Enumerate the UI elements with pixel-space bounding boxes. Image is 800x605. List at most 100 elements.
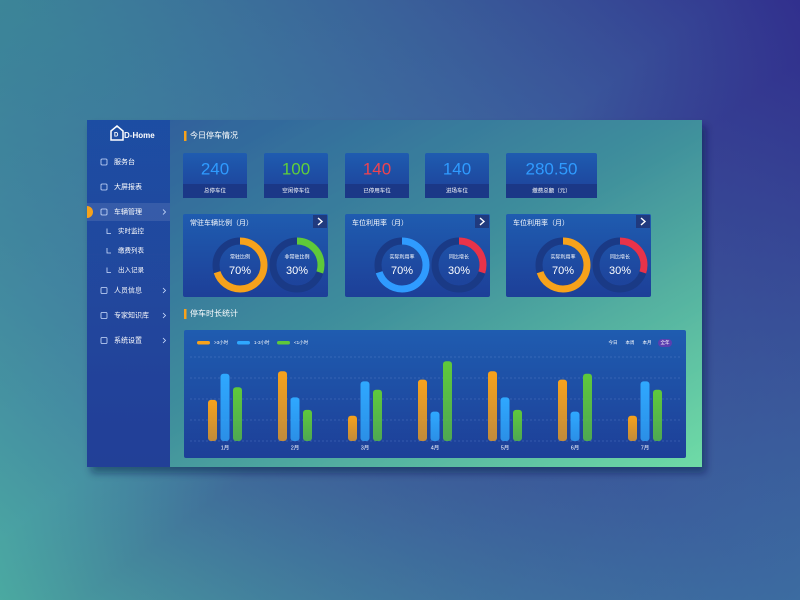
section-title: 今日停车情况 [190, 130, 238, 140]
ring-label: 同比增长 [449, 253, 469, 260]
ring-value: 30% [609, 265, 631, 277]
menu-item[interactable]: 人员信息 [114, 285, 142, 294]
chevron [162, 209, 167, 215]
stat-label-band [345, 184, 409, 198]
stat-label-band [183, 184, 247, 198]
legend-swatch [237, 341, 250, 345]
ring-value: 70% [229, 265, 251, 277]
bar [208, 399, 217, 441]
x-tick-label: 1月 [221, 444, 230, 451]
menu-icon [100, 183, 108, 191]
menu-icon [100, 337, 108, 344]
bar [348, 415, 357, 441]
bar [430, 411, 440, 441]
stat-value: 100 [282, 159, 310, 178]
legend-label: <1小时 [294, 339, 309, 346]
period-tab-active [658, 339, 672, 347]
stat-label: 缴费总额（元） [532, 186, 571, 194]
panel-arrow [317, 217, 324, 226]
ring-arc [592, 237, 648, 293]
bar [290, 397, 300, 441]
ring-value: 70% [552, 265, 574, 277]
x-tick-label: 2月 [291, 444, 300, 451]
menu-icon [100, 158, 108, 166]
menu-item[interactable]: 服务台 [114, 157, 135, 166]
menu-active-bg [87, 203, 170, 221]
legend-label: 1-3小时 [254, 339, 270, 346]
panel-arrow [640, 217, 647, 226]
menu-item[interactable]: 车辆管理 [114, 207, 142, 216]
x-tick-label: 4月 [431, 444, 440, 451]
bar [558, 379, 567, 441]
period-tab[interactable]: 本月 [643, 339, 652, 346]
menu-active-marker [87, 206, 93, 218]
period-tab[interactable]: 本周 [626, 339, 635, 346]
ratio-panel-title: 车位利用率（月） [352, 218, 408, 227]
ring-label: 同比增长 [610, 253, 630, 260]
x-tick-label: 3月 [361, 444, 370, 451]
stat-label-band [425, 184, 489, 198]
submenu-item[interactable]: 出入记录 [118, 265, 145, 274]
menu-item[interactable]: 专家知识库 [114, 310, 149, 319]
ring-arc [535, 237, 591, 293]
section-marker [184, 131, 187, 141]
ring-value: 30% [286, 265, 308, 277]
legend-swatch [197, 341, 210, 345]
ratio-panel-title: 常驻车辆比例（月） [190, 218, 253, 227]
bar [500, 397, 510, 441]
period-tab[interactable]: 全年 [661, 339, 670, 346]
submenu-icon [106, 228, 111, 234]
bar [220, 373, 230, 441]
logo: D-Home [124, 131, 155, 140]
stat-value: 140 [363, 159, 391, 178]
x-tick-label: 6月 [571, 444, 580, 451]
chevron [162, 287, 167, 294]
period-tab[interactable]: 今日 [609, 339, 618, 346]
x-tick-label: 7月 [641, 444, 650, 451]
ring-label: 常驻比例 [230, 253, 250, 260]
stat-label: 已停用车位 [363, 186, 391, 194]
logo-icon-letter: D [114, 133, 119, 139]
ring-arc [431, 237, 487, 293]
menu-item[interactable]: 大屏报表 [114, 182, 142, 191]
sidebar [87, 120, 170, 467]
stat-value: 240 [201, 159, 229, 178]
ring-value: 70% [391, 265, 413, 277]
ring-label: 实际利用率 [389, 253, 414, 260]
menu-item[interactable]: 系统设置 [114, 335, 142, 344]
bar [513, 409, 522, 441]
stat-label: 总停车位 [204, 186, 227, 194]
panel-arrow-button[interactable] [313, 215, 327, 228]
bar [278, 371, 287, 441]
stat-value: 280.50 [526, 159, 578, 178]
legend-label: >3小时 [214, 339, 229, 346]
submenu-icon [106, 248, 111, 254]
ring-arc [269, 237, 325, 293]
bar [418, 379, 427, 441]
stat-label: 进场车位 [446, 186, 469, 194]
menu-icon [100, 312, 108, 319]
stat-value: 140 [443, 159, 471, 178]
bar [653, 389, 662, 441]
ring-arc [212, 237, 268, 293]
submenu-item[interactable]: 实时监控 [118, 226, 145, 235]
ring-label: 实际利用率 [550, 253, 575, 260]
logo-icon [110, 125, 124, 141]
bar [303, 409, 312, 441]
panel-arrow-button[interactable] [636, 215, 650, 228]
bar [628, 415, 637, 441]
submenu-item[interactable]: 缴费列表 [118, 246, 145, 255]
panel-arrow-button[interactable] [475, 215, 489, 228]
panel-arrow [479, 217, 486, 226]
x-tick-label: 5月 [501, 444, 510, 451]
bar [233, 387, 242, 441]
bar [360, 381, 370, 441]
bar [583, 373, 592, 441]
bar [640, 381, 650, 441]
submenu-icon [106, 267, 111, 273]
ring-arc [374, 237, 430, 293]
bar [570, 411, 580, 441]
bar [373, 389, 382, 441]
